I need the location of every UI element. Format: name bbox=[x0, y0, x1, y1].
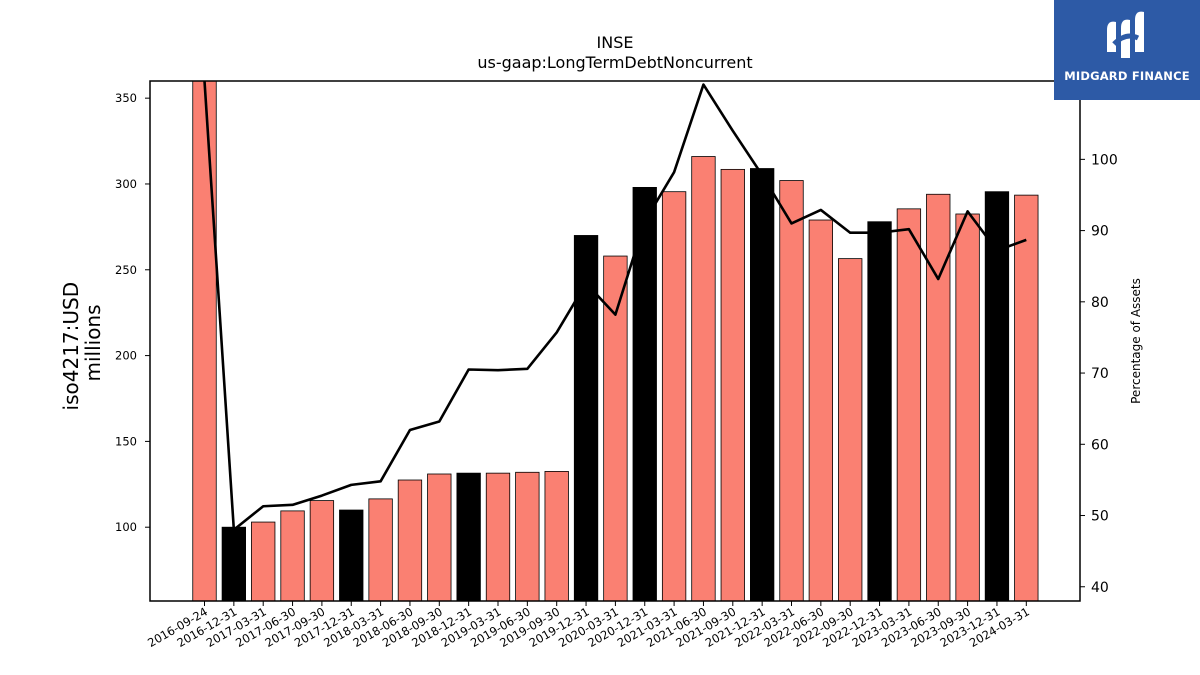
y-tick-label: 100 bbox=[115, 520, 137, 534]
bar-2018-06-30 bbox=[397, 479, 423, 602]
bar-2021-03-31 bbox=[661, 191, 687, 602]
y-axis-label-line2: millions bbox=[81, 304, 105, 381]
bar-2017-06-30 bbox=[280, 510, 305, 602]
bar-2022-09-30 bbox=[838, 258, 863, 602]
midgard-logo-icon bbox=[1107, 11, 1144, 58]
bar-2023-03-31 bbox=[896, 208, 922, 602]
percentage-of-assets-line bbox=[203, 81, 1027, 532]
bar-2024-03-31 bbox=[1014, 194, 1039, 602]
bar-2023-12-31 bbox=[984, 191, 1010, 602]
line-series bbox=[203, 81, 1027, 532]
y2-tick-label: 70 bbox=[1091, 366, 1109, 382]
y2-tick-label: 100 bbox=[1091, 152, 1118, 168]
bar-2018-12-31 bbox=[456, 472, 481, 602]
bar-2021-06-30 bbox=[691, 156, 716, 602]
bar-2019-03-31 bbox=[485, 472, 511, 602]
bar-2018-03-31 bbox=[368, 498, 393, 602]
bar-2017-03-31 bbox=[251, 521, 276, 602]
bar-2021-09-30 bbox=[720, 168, 745, 602]
y-tick-label: 250 bbox=[115, 263, 137, 277]
x-axis: 2016-09-242016-12-312017-03-312017-06-30… bbox=[145, 601, 1032, 650]
bar-2016-12-31 bbox=[221, 526, 247, 602]
bar-2020-03-31 bbox=[603, 255, 628, 602]
y-axis-label: iso4217:USD millions bbox=[59, 276, 105, 411]
chart-title: INSE bbox=[597, 33, 634, 52]
bar-series bbox=[192, 80, 1039, 602]
bar-2022-06-30 bbox=[808, 219, 833, 602]
y2-tick-label: 60 bbox=[1091, 437, 1109, 453]
bar-2017-12-31 bbox=[339, 509, 364, 602]
y2-tick-label: 80 bbox=[1091, 295, 1109, 311]
brand-name: MIDGARD FINANCE bbox=[1064, 69, 1190, 83]
bar-2022-12-31 bbox=[867, 221, 892, 602]
bar-2021-12-31 bbox=[750, 168, 775, 602]
y-tick-label: 200 bbox=[115, 349, 137, 363]
bar-2023-06-30 bbox=[926, 193, 951, 602]
brand-logo: MIDGARD FINANCE bbox=[1054, 0, 1200, 100]
y2-axis-label: Percentage of Assets bbox=[1129, 278, 1143, 404]
bar-2018-09-30 bbox=[427, 473, 452, 602]
y-tick-label: 300 bbox=[115, 177, 137, 191]
y2-tick-label: 90 bbox=[1091, 224, 1109, 240]
y-tick-label: 350 bbox=[115, 91, 137, 105]
y2-tick-label: 40 bbox=[1091, 580, 1109, 596]
bar-2019-06-30 bbox=[515, 471, 540, 602]
y-axis-right: 40 50 60 70 80 90 100 bbox=[1080, 152, 1118, 596]
chart-subtitle: us-gaap:LongTermDebtNoncurrent bbox=[477, 53, 752, 72]
bar-2017-09-30 bbox=[309, 500, 335, 602]
bar-2023-09-30 bbox=[955, 213, 980, 602]
bar-2022-03-31 bbox=[779, 180, 804, 602]
y-axis-label-line1: iso4217:USD bbox=[59, 282, 83, 411]
y-tick-label: 150 bbox=[115, 434, 137, 448]
bar-2016-09-24 bbox=[192, 80, 217, 602]
bar-2019-09-30 bbox=[544, 471, 569, 602]
y-axis-left: 100 150 200 250 300 350 bbox=[115, 91, 150, 534]
y2-tick-label: 50 bbox=[1091, 509, 1109, 525]
